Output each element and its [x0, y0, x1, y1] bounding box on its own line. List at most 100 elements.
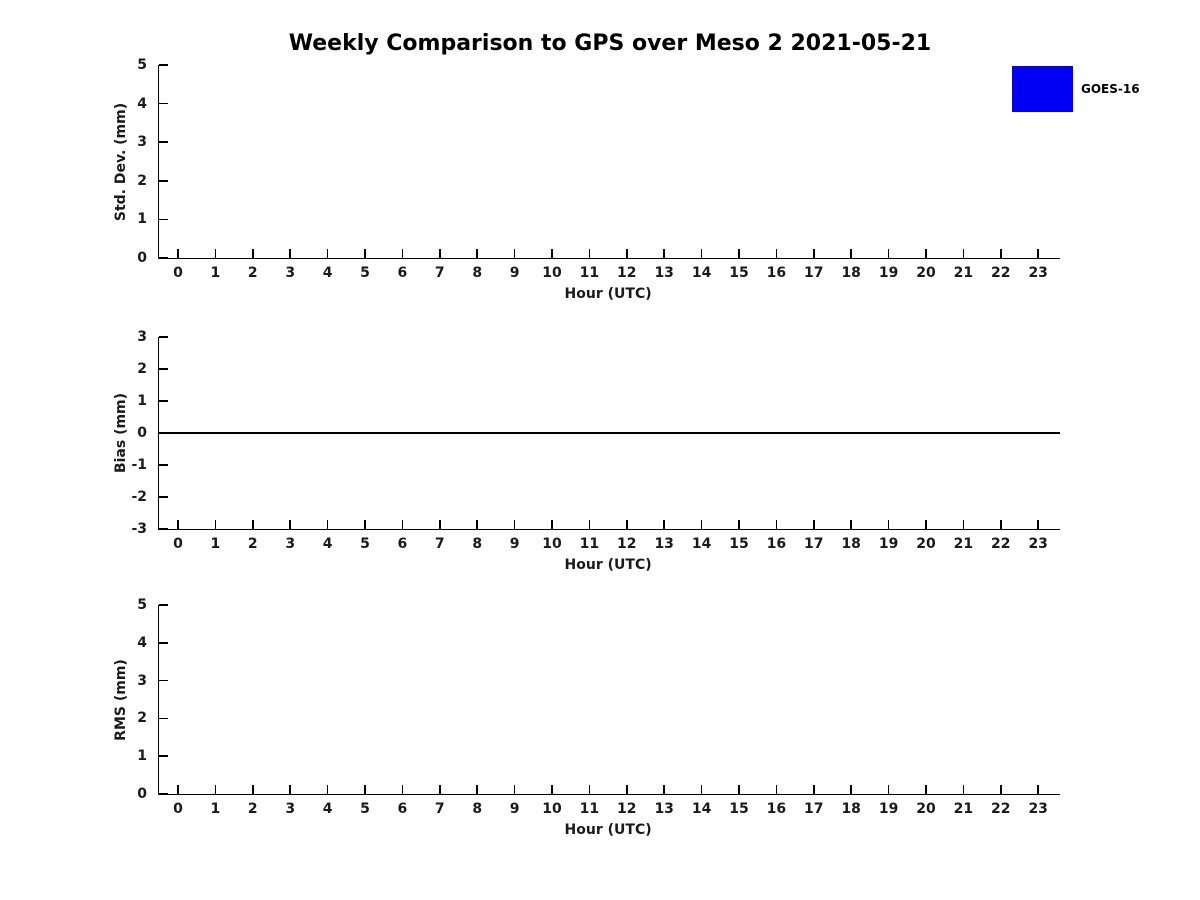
- x-tick: [700, 520, 703, 529]
- y-tick: [159, 257, 168, 259]
- x-tick-label: 16: [766, 801, 787, 817]
- x-tick: [588, 249, 591, 258]
- x-tick: [626, 520, 628, 529]
- x-tick: [887, 249, 890, 258]
- x-tick: [626, 785, 628, 794]
- y-tick: [159, 102, 168, 105]
- x-tick: [850, 249, 852, 258]
- x-tick: [775, 520, 778, 529]
- x-tick: [1037, 249, 1039, 258]
- x-tick: [962, 520, 965, 529]
- x-tick-label: 12: [617, 801, 637, 817]
- x-tick: [775, 249, 778, 258]
- y-tick: [159, 464, 168, 466]
- x-tick: [887, 785, 890, 794]
- x-tick-label: 13: [654, 265, 674, 281]
- x-tick-label: 8: [472, 801, 483, 817]
- subplot-rms: 0 1 2 3 4 5 0 1 2 3 4 5 6 7 8 9 10 11 12 13 14 15 16 17 18 19 20 21…: [113, 597, 1060, 838]
- x-tick: [588, 520, 591, 529]
- x-tick: [513, 785, 516, 794]
- x-tick-label: 17: [804, 536, 824, 552]
- subplot-bias: -3 -2 -1 0 1 2 3 0 1 2 3 4 5 6 7 8 9 10 11 12 13 14 15 16 17 18 19…: [113, 329, 1060, 573]
- x-tick-label: 23: [1028, 536, 1048, 552]
- x-tick-label: 22: [991, 536, 1011, 552]
- x-tick: [364, 785, 366, 794]
- x-tick: [700, 785, 703, 794]
- x-tick-label: 21: [953, 536, 974, 552]
- x-tick-label: 10: [542, 265, 562, 281]
- x-tick-label: 4: [322, 801, 333, 817]
- y-tick-label: -2: [131, 489, 147, 505]
- x-tick-label: 18: [841, 801, 861, 817]
- y-tick: [159, 642, 168, 644]
- y-tick: [159, 755, 168, 757]
- x-tick: [401, 520, 404, 529]
- x-tick-label: 22: [991, 265, 1011, 281]
- x-tick: [476, 249, 478, 258]
- x-tick-label: 19: [878, 536, 899, 552]
- x-tick: [738, 785, 740, 794]
- x-tick: [551, 785, 553, 794]
- x-tick-label: 5: [360, 801, 370, 817]
- x-tick: [214, 520, 217, 529]
- x-tick-label: 14: [691, 265, 712, 281]
- x-axis-label: Hour (UTC): [564, 286, 652, 302]
- x-tick: [925, 249, 927, 258]
- x-tick-label: 6: [397, 801, 408, 817]
- x-tick-label: 15: [729, 265, 749, 281]
- x-tick: [813, 520, 815, 529]
- x-tick: [813, 785, 815, 794]
- x-tick: [326, 249, 329, 258]
- x-tick: [962, 249, 965, 258]
- y-tick-label: 0: [137, 425, 147, 441]
- x-tick: [738, 249, 740, 258]
- x-tick-label: 7: [434, 536, 445, 552]
- x-tick: [700, 249, 703, 258]
- x-tick-label: 3: [285, 536, 296, 552]
- y-tick-label: 1: [137, 211, 147, 228]
- x-tick-label: 14: [691, 536, 712, 552]
- y-tick: [159, 141, 168, 143]
- y-tick: [159, 180, 168, 182]
- y-tick-label: 3: [137, 134, 147, 151]
- x-tick: [1037, 785, 1039, 794]
- x-tick-label: 21: [953, 801, 974, 817]
- legend-label: GOES-16: [1081, 82, 1140, 96]
- x-tick: [513, 520, 516, 529]
- y-tick: [159, 496, 168, 498]
- x-tick-label: 16: [766, 536, 787, 552]
- x-tick-label: 9: [509, 265, 520, 281]
- y-tick-label: 4: [137, 95, 147, 112]
- x-tick-label: 6: [397, 265, 408, 281]
- y-tick-label: 1: [137, 393, 147, 409]
- x-tick: [962, 785, 965, 794]
- x-tick: [925, 520, 927, 529]
- x-tick-label: 3: [285, 801, 296, 817]
- x-tick-label: 6: [397, 536, 408, 552]
- x-tick-label: 23: [1028, 265, 1048, 281]
- x-tick: [1000, 249, 1002, 258]
- x-tick-label: 3: [285, 265, 296, 281]
- x-tick-label: 16: [766, 265, 787, 281]
- x-tick: [401, 785, 404, 794]
- x-tick: [476, 520, 478, 529]
- x-tick-label: 20: [916, 801, 936, 817]
- x-tick-label: 2: [247, 265, 258, 281]
- x-tick-label: 21: [953, 265, 974, 281]
- x-tick-label: 23: [1028, 801, 1048, 817]
- x-tick-label: 10: [542, 801, 562, 817]
- x-axis-label: Hour (UTC): [564, 822, 652, 838]
- x-tick-label: 10: [542, 536, 562, 552]
- x-tick-label: 22: [991, 801, 1011, 817]
- x-tick-label: 5: [360, 536, 370, 552]
- y-axis-label: RMS (mm): [113, 658, 129, 741]
- x-tick-label: 20: [916, 265, 936, 281]
- x-tick-label: 15: [729, 801, 749, 817]
- x-tick-label: 13: [654, 536, 674, 552]
- y-tick: [159, 368, 168, 370]
- x-tick: [214, 785, 217, 794]
- y-tick-label: -1: [131, 457, 147, 473]
- x-tick-label: 0: [173, 801, 183, 817]
- x-tick-label: 15: [729, 536, 749, 552]
- x-tick-label: 14: [691, 801, 712, 817]
